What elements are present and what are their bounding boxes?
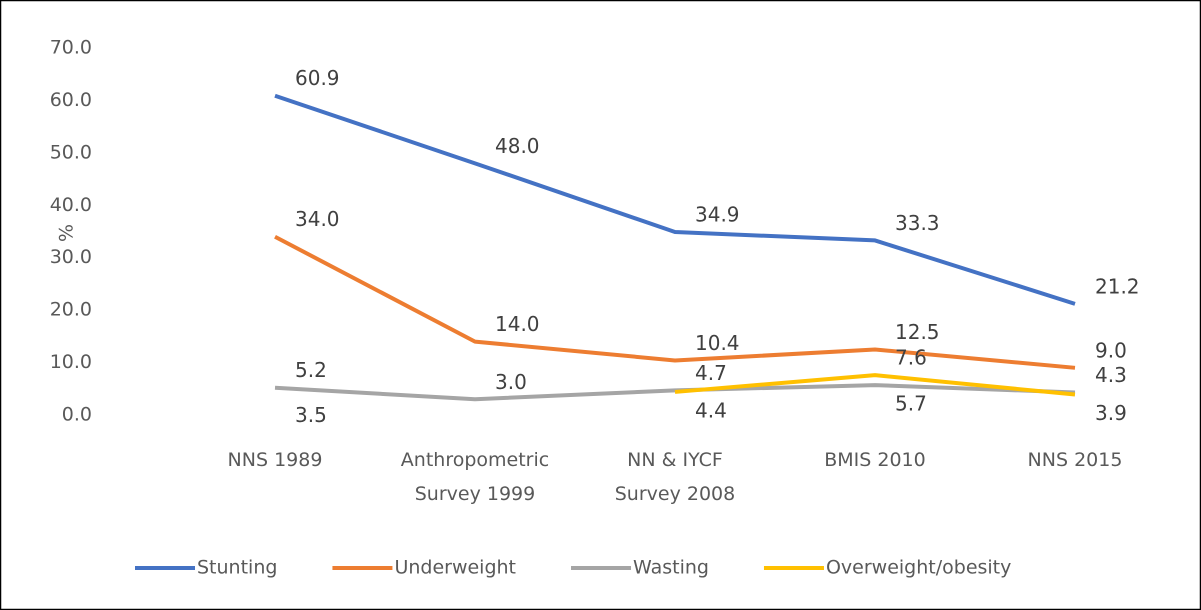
data-label: 3.5	[295, 403, 327, 427]
y-tick-label: 50.0	[50, 141, 92, 163]
legend-label: Underweight	[394, 557, 516, 579]
data-label: 48.0	[495, 134, 540, 158]
data-label: 5.2	[295, 358, 327, 382]
y-tick-label: 10.0	[50, 351, 92, 373]
series-line	[274, 383, 1076, 402]
legend-label: Wasting	[633, 557, 709, 579]
series-line	[274, 93, 1076, 306]
x-tick-label: NNS 2015	[1027, 449, 1123, 471]
x-tick-label: Anthropometric Survey 1999	[400, 449, 550, 505]
data-label: 9.0	[1095, 338, 1127, 362]
y-tick-label: 70.0	[50, 37, 92, 59]
y-axis-label: %	[56, 224, 78, 242]
data-label: 7.6	[895, 346, 927, 370]
legend-label: Stunting	[197, 557, 277, 579]
data-label: 34.9	[695, 203, 740, 227]
series-line	[674, 373, 1076, 397]
legend-label: Overweight/obesity	[826, 557, 1011, 579]
data-label: 4.3	[1095, 363, 1127, 387]
data-label: 3.9	[1095, 401, 1127, 425]
data-label: 4.7	[695, 361, 727, 385]
data-label: 10.4	[695, 331, 740, 355]
data-label: 12.5	[895, 320, 940, 344]
data-label: 5.7	[895, 392, 927, 416]
data-label: 4.4	[695, 398, 727, 422]
x-tick-label: NN & IYCF Survey 2008	[614, 449, 736, 505]
y-tick-label: 0.0	[62, 404, 92, 426]
x-tick-label: BMIS 2010	[824, 449, 926, 471]
series-line	[274, 234, 1076, 370]
data-label: 14.0	[495, 312, 540, 336]
data-label: 33.3	[895, 211, 940, 235]
data-label: 21.2	[1095, 274, 1140, 298]
data-label: 3.0	[495, 370, 527, 394]
y-tick-label: 40.0	[50, 194, 92, 216]
data-label: 60.9	[295, 66, 340, 90]
y-tick-label: 30.0	[50, 246, 92, 268]
x-tick-label: NNS 1989	[227, 449, 323, 471]
y-tick-label: 60.0	[50, 89, 92, 111]
data-label: 34.0	[295, 207, 340, 231]
y-tick-label: 20.0	[50, 299, 92, 321]
